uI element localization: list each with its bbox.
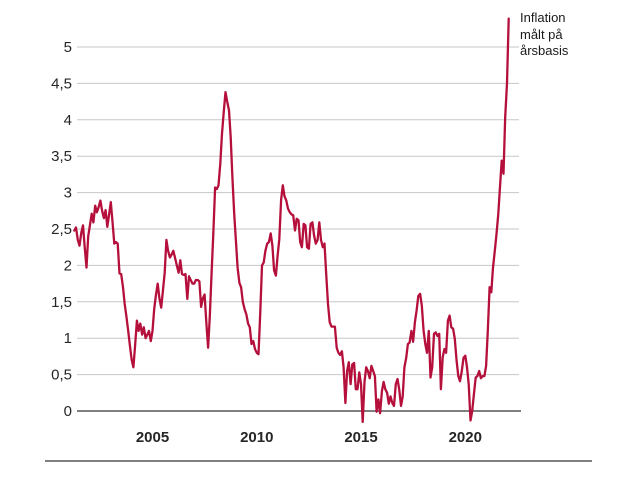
x-axis-tick-label: 2015 [344,429,377,446]
x-axis-tick-label: 2005 [136,429,169,446]
y-axis-tick-label: 1,5 [51,294,72,311]
inflation-series-line [73,17,510,424]
y-axis-tick-label: 3,5 [51,148,72,165]
y-axis-tick-label: 0,5 [51,367,72,384]
y-axis-tick-label: 3 [64,185,72,202]
y-axis-tick-label: 0 [64,403,72,420]
y-axis-tick-label: 1 [64,330,72,347]
y-axis-tick-label: 5 [64,39,72,56]
x-axis-tick-label: 2010 [240,429,273,446]
series-legend: Inflation målt på årsbasis [520,10,569,58]
y-axis-tick-label: 4,5 [51,75,72,92]
y-axis-tick-label: 2 [64,257,72,274]
y-axis-tick-label: 2,5 [51,221,72,238]
y-axis-tick-label: 4 [64,112,72,129]
x-axis-tick-label: 2020 [449,429,482,446]
